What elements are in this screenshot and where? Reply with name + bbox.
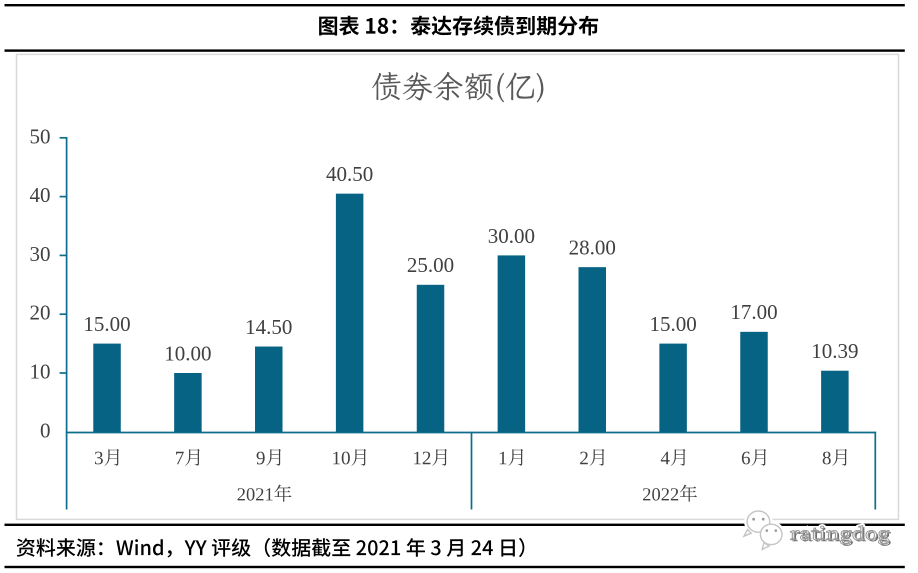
svg-text:25.00: 25.00 xyxy=(407,253,454,277)
svg-text:0: 0 xyxy=(40,418,51,442)
svg-text:14.50: 14.50 xyxy=(245,315,292,339)
svg-text:10.00: 10.00 xyxy=(164,341,211,365)
svg-text:50: 50 xyxy=(30,124,51,148)
svg-text:17.00: 17.00 xyxy=(730,300,777,324)
svg-text:15.00: 15.00 xyxy=(649,312,696,336)
svg-text:40.50: 40.50 xyxy=(326,162,373,186)
svg-text:28.00: 28.00 xyxy=(569,236,616,260)
svg-text:10: 10 xyxy=(30,360,51,384)
svg-text:40: 40 xyxy=(30,183,51,207)
svg-text:10.39: 10.39 xyxy=(811,339,858,363)
svg-text:30: 30 xyxy=(30,242,51,266)
svg-text:15.00: 15.00 xyxy=(83,312,130,336)
svg-text:20: 20 xyxy=(30,301,51,325)
svg-text:30.00: 30.00 xyxy=(488,224,535,248)
